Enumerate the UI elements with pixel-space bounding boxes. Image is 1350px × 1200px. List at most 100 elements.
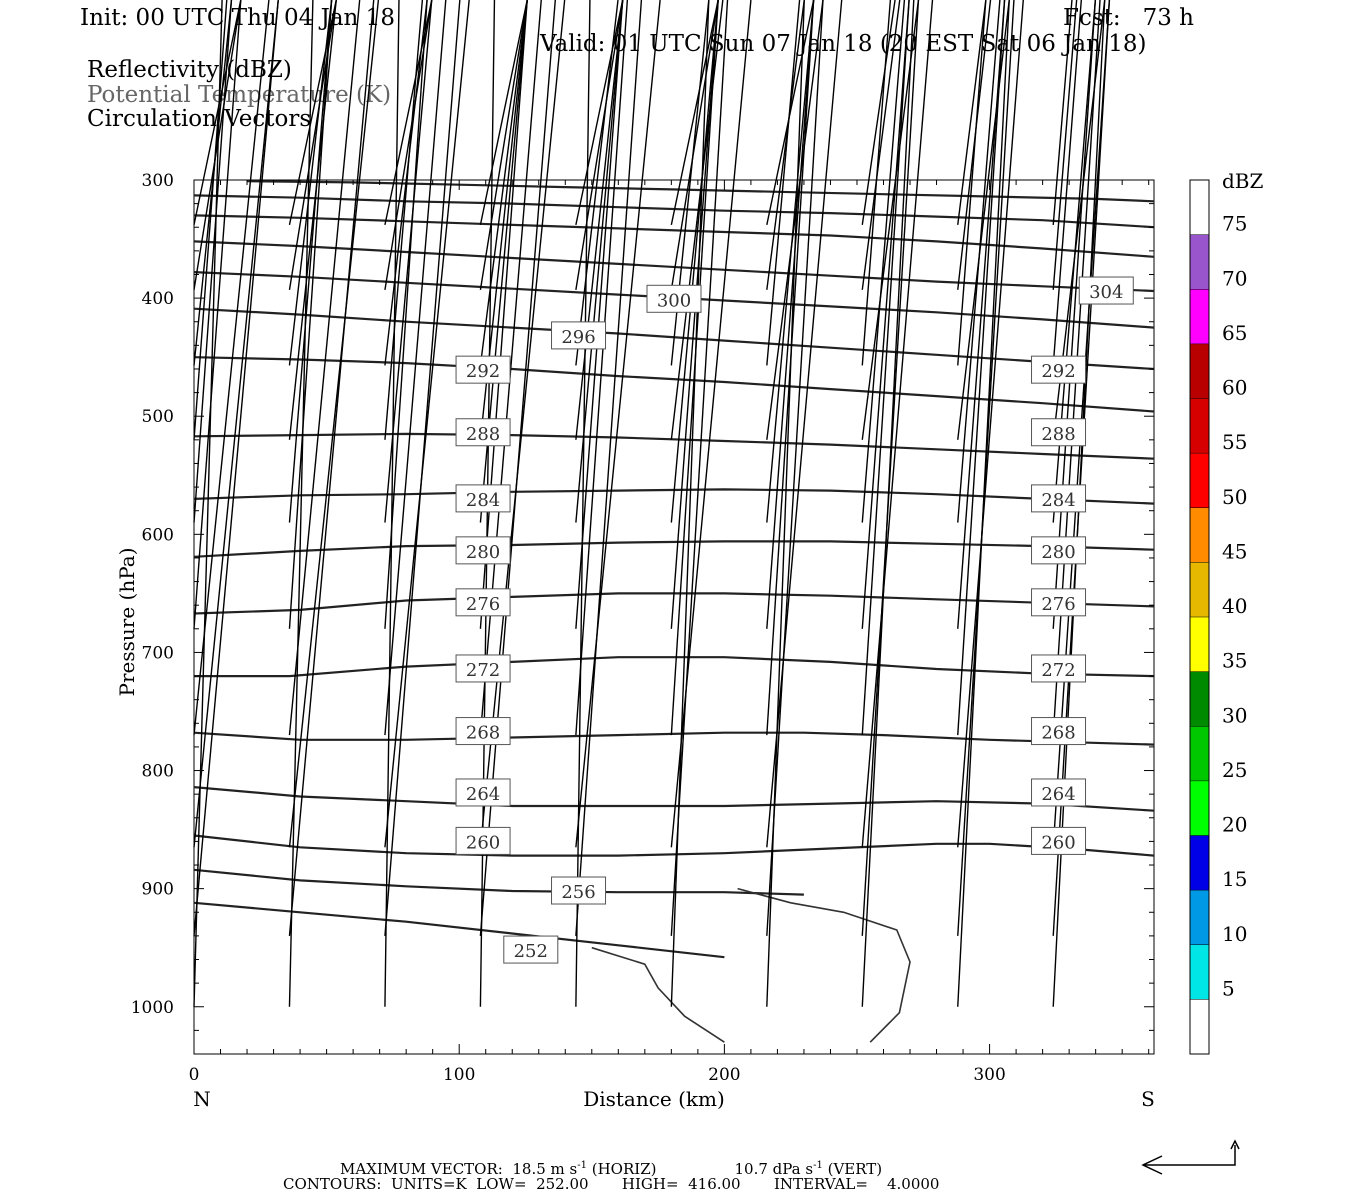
reflectivity-contours bbox=[591, 887, 911, 1043]
contour-label-box bbox=[455, 778, 511, 807]
vector-shaft bbox=[193, 0, 233, 523]
contour-label-box bbox=[1031, 778, 1087, 807]
vector-shaft bbox=[288, 0, 314, 1007]
vector-shaft bbox=[575, 0, 624, 290]
colorbar-segment bbox=[1190, 343, 1209, 399]
colorbar-title: dBZ bbox=[1222, 169, 1264, 193]
vector-shaft bbox=[861, 0, 910, 629]
contour-label-box bbox=[503, 935, 559, 964]
contour-label: 264 bbox=[466, 784, 500, 805]
contour-label: 276 bbox=[1041, 594, 1075, 615]
contour-label: 284 bbox=[1041, 490, 1075, 511]
colorbar-tick-label: 15 bbox=[1222, 867, 1247, 891]
vector-shaft bbox=[957, 0, 1010, 440]
contour-label: 292 bbox=[1041, 361, 1075, 382]
x-tick-label: 0 bbox=[189, 1065, 200, 1085]
theta-contour-272 bbox=[194, 656, 1155, 678]
vector-shaft bbox=[288, 0, 361, 736]
vector-shaft bbox=[670, 0, 719, 290]
contour-label-box bbox=[455, 355, 511, 384]
vector-shaft bbox=[384, 0, 470, 848]
vector-shaft bbox=[193, 0, 279, 936]
vector-shaft bbox=[479, 0, 528, 629]
colorbar-segment bbox=[1190, 180, 1209, 235]
theta-contour-276 bbox=[193, 592, 1155, 615]
init-time: Init: 00 UTC Thu 04 Jan 18 bbox=[80, 5, 395, 31]
vector-shaft bbox=[957, 0, 1010, 1007]
dbz-contour-1 bbox=[591, 946, 725, 1043]
colorbar-tick-label: 65 bbox=[1222, 321, 1247, 345]
contour-label-box bbox=[455, 536, 511, 565]
contour-label: 292 bbox=[466, 361, 500, 382]
y-axis-title: Pressure (hPa) bbox=[115, 548, 139, 697]
contour-label: 272 bbox=[1041, 660, 1075, 681]
x-end-label-north: N bbox=[193, 1087, 211, 1111]
colorbar-segment bbox=[1190, 726, 1209, 781]
colorbar-segment bbox=[1190, 999, 1209, 1054]
vector-shaft bbox=[766, 0, 801, 366]
colorbar-segment bbox=[1190, 835, 1209, 891]
x-end-label-south: S bbox=[1141, 1087, 1155, 1111]
contour-label: 284 bbox=[466, 490, 500, 511]
contour-label-box bbox=[551, 876, 607, 905]
contour-label-box bbox=[455, 484, 511, 513]
vector-shaft bbox=[384, 0, 447, 736]
contour-label-box bbox=[1031, 588, 1087, 617]
contour-label: 272 bbox=[466, 660, 500, 681]
colorbar-segment bbox=[1190, 453, 1209, 508]
colorbar-tick-label: 10 bbox=[1222, 922, 1247, 946]
vector-shaft bbox=[288, 0, 380, 848]
vector-shaft bbox=[575, 0, 629, 736]
y-tick-label: 800 bbox=[142, 762, 174, 782]
theta-contour-284 bbox=[193, 488, 1155, 505]
colorbar-tick-label: 35 bbox=[1222, 649, 1247, 673]
theta-contour-264 bbox=[193, 786, 1155, 812]
field-reflectivity: Reflectivity (dBZ) bbox=[87, 57, 292, 83]
forecast-hour: Fcst: 73 h bbox=[1063, 5, 1194, 31]
circulation-vectors bbox=[193, 0, 1111, 1007]
colorbar-tick-label: 20 bbox=[1222, 813, 1247, 837]
vector-shaft bbox=[957, 0, 1001, 523]
vector-shaft bbox=[288, 0, 333, 366]
vector-shaft bbox=[766, 0, 843, 848]
contour-label-box bbox=[1031, 418, 1087, 447]
contour-label: 304 bbox=[1089, 282, 1123, 303]
vector-shaft bbox=[575, 0, 643, 936]
dbz-contour-2 bbox=[737, 887, 911, 1043]
contour-label-box bbox=[1031, 536, 1087, 565]
colorbar-tick-label: 40 bbox=[1222, 594, 1247, 618]
vector-shaft bbox=[575, 0, 624, 440]
vector-shaft bbox=[861, 0, 906, 523]
vector-shaft bbox=[288, 0, 337, 440]
field-circulation-vectors: Circulation Vectors bbox=[87, 106, 312, 132]
colorbar-segment bbox=[1190, 944, 1209, 1000]
vector-shaft bbox=[479, 0, 566, 848]
contour-label-box bbox=[1031, 654, 1087, 683]
contour-label: 280 bbox=[466, 542, 500, 563]
contour-labels: 252 256 260 260 264 264 268 268 272 272 276 276 280 2… bbox=[455, 276, 1134, 964]
vector-shaft bbox=[670, 0, 729, 936]
colorbar-tick-label: 70 bbox=[1222, 266, 1247, 290]
colorbar: 5 10 15 20 25 30 35 40 45 50 55 60 65 70 75 dBZ bbox=[1189, 169, 1264, 1055]
contour-label-box bbox=[455, 418, 511, 447]
y-tick-label: 700 bbox=[142, 643, 174, 663]
vector-shaft bbox=[766, 0, 815, 523]
vector-shaft bbox=[957, 0, 987, 366]
vector-shaft bbox=[861, 0, 910, 736]
colorbar-tick-label: 5 bbox=[1222, 976, 1235, 1000]
colorbar-tick-label: 30 bbox=[1222, 703, 1247, 727]
contour-label: 260 bbox=[466, 832, 500, 853]
theta-contour-296 bbox=[193, 307, 1155, 371]
contour-label: 260 bbox=[1041, 832, 1075, 853]
colorbar-segment bbox=[1190, 398, 1209, 454]
contour-label: 280 bbox=[1041, 542, 1075, 563]
vector-shaft bbox=[1052, 0, 1078, 290]
colorbar-tick-label: 75 bbox=[1222, 212, 1247, 236]
theta-contour-312 bbox=[193, 194, 1155, 229]
vector-shaft bbox=[766, 0, 805, 290]
colorbar-segment bbox=[1190, 617, 1209, 672]
vector-shaft bbox=[1052, 0, 1083, 366]
theta-contour-260 bbox=[193, 834, 1155, 857]
contour-label: 268 bbox=[466, 723, 500, 744]
